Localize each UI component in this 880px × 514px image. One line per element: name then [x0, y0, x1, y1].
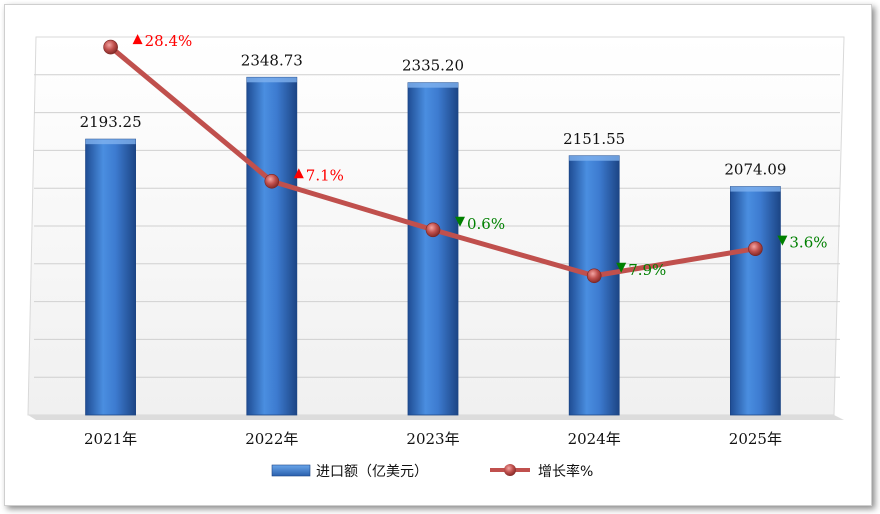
growth-value-text: 7.9% [628, 261, 666, 279]
up-triangle-icon [132, 34, 143, 45]
line-point [748, 241, 763, 256]
line-value-label: 3.6% [777, 234, 828, 252]
bar [568, 155, 620, 416]
bar [730, 186, 781, 416]
growth-value-text: 7.1% [306, 166, 344, 184]
x-tick-label: 2024年 [568, 430, 621, 448]
line-value-label: 7.1% [293, 166, 344, 184]
down-triangle-icon [616, 262, 627, 273]
legend-bar-label: 进口额（亿美元） [316, 464, 428, 480]
bar-top [569, 155, 620, 161]
down-triangle-icon [455, 216, 465, 227]
bar-value-label: 2348.73 [241, 51, 303, 69]
bar-value-label: 2335.20 [402, 57, 464, 75]
bar-top [730, 186, 781, 192]
up-triangle-icon [293, 168, 304, 179]
bar [407, 82, 459, 416]
x-tick-label: 2025年 [729, 430, 782, 448]
bar [246, 76, 298, 416]
bar-top [85, 139, 136, 145]
line-series [103, 39, 763, 284]
line-value-label: 0.6% [455, 215, 505, 233]
legend: 进口额（亿美元） 增长率% [271, 463, 593, 480]
line-point [586, 268, 602, 284]
line-value-label: 7.9% [616, 261, 666, 279]
bar-series [85, 76, 781, 416]
bar-value-labels: 2193.25 2348.73 2335.20 2151.55 2074.09 [80, 51, 787, 178]
bar-value-label: 2193.25 [80, 113, 142, 131]
bar-top [408, 82, 458, 88]
growth-value-text: 28.4% [145, 32, 193, 50]
line-point [103, 39, 118, 55]
bar-top [246, 77, 297, 83]
legend-item-line: 增长率% [490, 463, 593, 480]
line-value-label: 28.4% [132, 32, 193, 50]
x-axis-tick-labels: 2021年 2022年 2023年 2024年 2025年 [84, 430, 782, 448]
bar-value-label: 2151.55 [563, 130, 625, 148]
line-point [264, 173, 280, 189]
line-value-labels: 28.4% 7.1% 0.6% 7.9% 3.6% [132, 32, 828, 279]
line-point [425, 222, 441, 238]
legend-item-bar: 进口额（亿美元） [271, 464, 428, 480]
growth-value-text: 0.6% [467, 215, 505, 233]
x-tick-label: 2023年 [406, 430, 459, 448]
growth-value-text: 3.6% [789, 234, 827, 252]
x-tick-label: 2022年 [245, 430, 298, 448]
bar [85, 138, 136, 416]
x-tick-label: 2021年 [84, 430, 137, 448]
bar-value-label: 2074.09 [724, 161, 786, 179]
plot-floor [28, 415, 844, 420]
legend-bar-swatch [271, 464, 311, 477]
legend-line-marker [504, 464, 516, 476]
down-triangle-icon [777, 235, 788, 246]
legend-line-label: 增长率% [538, 463, 593, 480]
